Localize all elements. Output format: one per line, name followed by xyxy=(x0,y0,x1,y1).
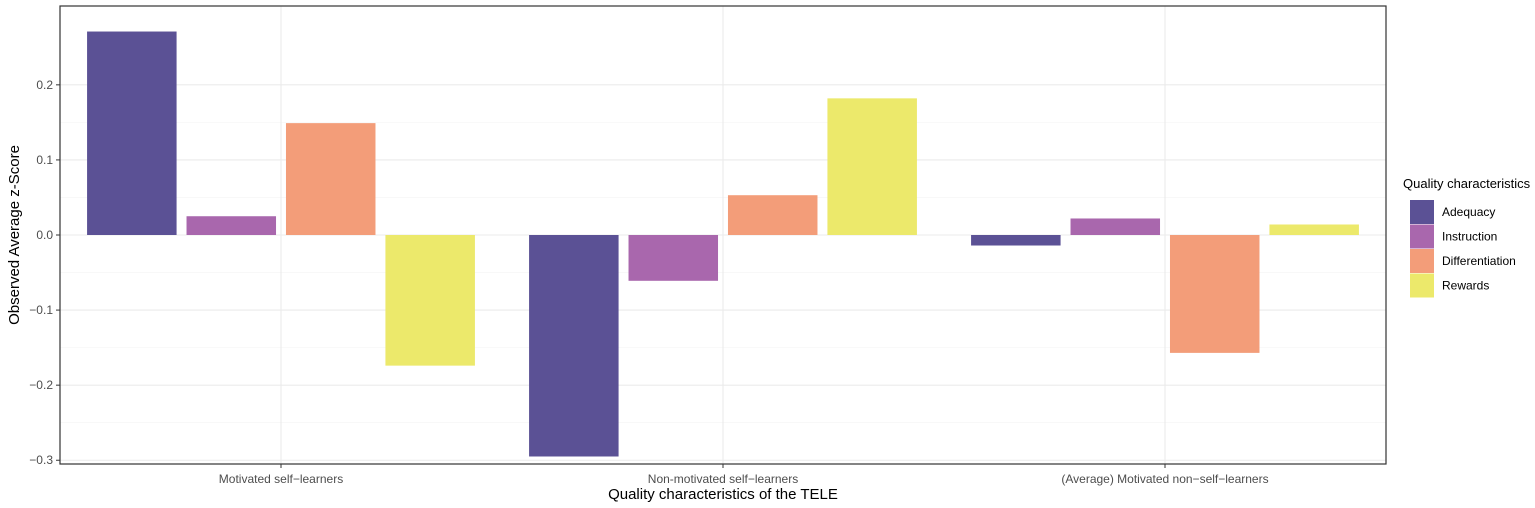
bar-rewards-1 xyxy=(827,98,917,235)
y-tick-label: −0.1 xyxy=(29,303,53,317)
bar-differentiation-0 xyxy=(285,123,376,235)
y-tick-label: 0.1 xyxy=(36,153,53,167)
grid-lines xyxy=(60,6,1386,464)
bars xyxy=(87,31,1359,457)
x-axis-title: Quality characteristics of the TELE xyxy=(608,486,838,503)
y-axis-title: Observed Average z-Score xyxy=(6,145,23,325)
bar-instruction-2 xyxy=(1070,218,1161,235)
x-tick-label: (Average) Motivated non−self−learners xyxy=(1061,472,1268,486)
legend-label-adequacy: Adequacy xyxy=(1442,205,1495,219)
bar-rewards-0 xyxy=(385,235,475,366)
bar-rewards-2 xyxy=(1269,224,1359,235)
x-tick-label: Motivated self−learners xyxy=(219,472,343,486)
bar-instruction-1 xyxy=(628,235,719,281)
legend-key-differentiation xyxy=(1410,249,1434,273)
legend: Quality characteristics Adequacy Instruct… xyxy=(1403,176,1531,298)
legend-label-differentiation: Differentiation xyxy=(1442,254,1516,268)
y-tick-label: −0.3 xyxy=(29,453,53,467)
x-axis-ticks: Motivated self−learners Non-motivated sel… xyxy=(219,464,1269,486)
y-axis-ticks: −0.3 −0.2 −0.1 0.0 0.1 0.2 xyxy=(29,78,60,467)
y-tick-label: −0.2 xyxy=(29,378,53,392)
bar-adequacy-2 xyxy=(971,235,1061,246)
bar-adequacy-0 xyxy=(87,31,177,236)
bar-instruction-0 xyxy=(186,216,277,235)
legend-key-adequacy xyxy=(1410,200,1434,224)
legend-key-rewards xyxy=(1410,273,1434,298)
legend-key-instruction xyxy=(1410,224,1434,249)
y-tick-label: 0.2 xyxy=(36,78,53,92)
bar-adequacy-1 xyxy=(529,235,619,457)
x-tick-label: Non-motivated self−learners xyxy=(648,472,798,486)
y-tick-label: 0.0 xyxy=(36,228,53,242)
legend-label-rewards: Rewards xyxy=(1442,279,1489,293)
bar-differentiation-2 xyxy=(1169,235,1260,353)
legend-title: Quality characteristics xyxy=(1403,176,1531,191)
legend-label-instruction: Instruction xyxy=(1442,230,1497,244)
bar-differentiation-1 xyxy=(727,195,818,235)
